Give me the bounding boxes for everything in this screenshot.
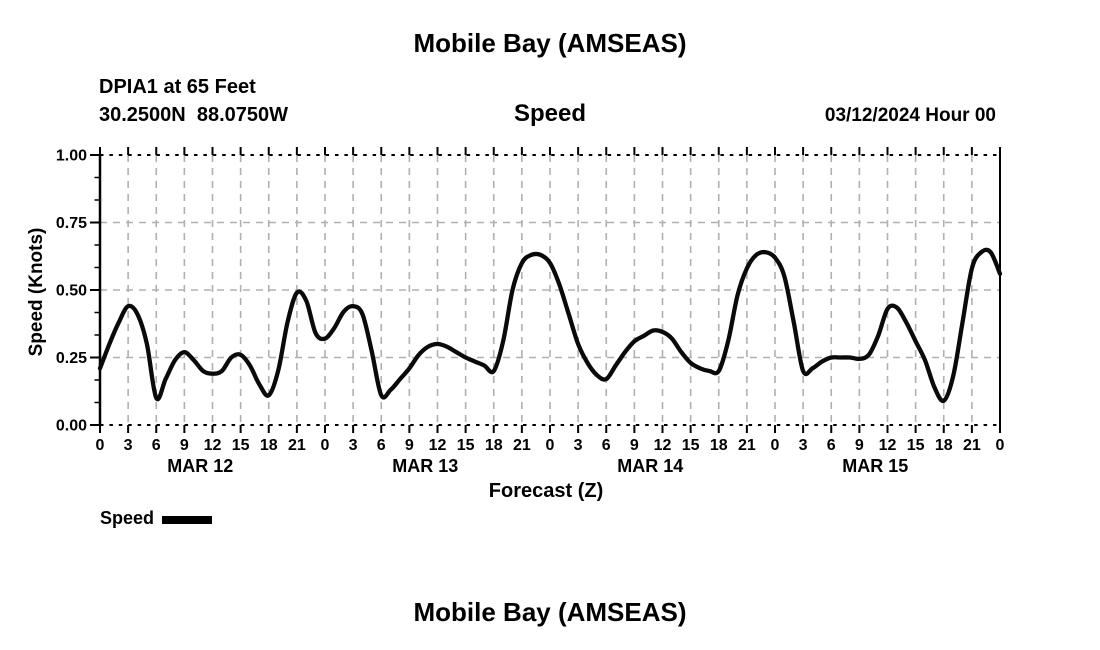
x-tick-label: 12	[879, 437, 897, 454]
x-tick-label: 9	[180, 437, 189, 454]
x-tick-label: 0	[771, 437, 780, 454]
next-chart-title: Mobile Bay (AMSEAS)	[413, 597, 687, 627]
legend: Speed	[100, 508, 213, 529]
x-tick-label: 3	[799, 437, 808, 454]
x-tick-label: 6	[152, 437, 161, 454]
y-tick-label: 0.75	[56, 215, 87, 232]
x-tick-label: 0	[996, 437, 1005, 454]
x-tick-label: 3	[349, 437, 358, 454]
x-tick-label: 0	[546, 437, 555, 454]
x-tick-label: 21	[738, 437, 756, 454]
station-coordinates: 30.2500N 88.0750W	[99, 104, 289, 126]
y-axis-title: Speed (Knots)	[26, 227, 47, 357]
day-label: MAR 15	[842, 456, 908, 476]
legend-line-swatch	[162, 515, 213, 524]
x-tick-label: 6	[602, 437, 611, 454]
panel-label: Speed	[513, 100, 587, 127]
x-tick-label: 12	[654, 437, 672, 454]
x-tick-label: 15	[682, 437, 700, 454]
x-tick-label: 21	[963, 437, 981, 454]
day-label: MAR 14	[617, 456, 683, 476]
y-tick-label: 0.00	[56, 418, 87, 435]
x-tick-label: 9	[405, 437, 414, 454]
x-tick-label: 3	[124, 437, 133, 454]
station-name: DPIA1 at 65 Feet	[99, 76, 256, 98]
x-tick-label: 18	[935, 437, 953, 454]
x-tick-label: 15	[232, 437, 250, 454]
legend-label: Speed	[100, 508, 155, 528]
x-tick-label: 21	[513, 437, 531, 454]
speed-series-line	[97, 247, 1003, 404]
x-tick-label: 3	[574, 437, 583, 454]
forecast-run-datetime: 03/12/2024 Hour 00	[824, 105, 996, 126]
day-label: MAR 12	[167, 456, 233, 476]
x-tick-label: 6	[377, 437, 386, 454]
y-tick-label: 1.00	[56, 148, 87, 165]
x-tick-label: 6	[827, 437, 836, 454]
day-label: MAR 13	[392, 456, 458, 476]
x-tick-label: 21	[288, 437, 306, 454]
x-tick-label: 18	[710, 437, 728, 454]
x-tick-label: 12	[204, 437, 222, 454]
x-axis-title: Forecast (Z)	[488, 480, 604, 502]
y-tick-label: 0.50	[56, 283, 87, 300]
x-tick-label: 12	[429, 437, 447, 454]
x-tick-label: 15	[457, 437, 475, 454]
x-tick-label: 18	[485, 437, 503, 454]
x-tick-label: 15	[907, 437, 925, 454]
x-tick-label: 9	[630, 437, 639, 454]
y-tick-label: 0.25	[56, 350, 87, 367]
chart-title: Mobile Bay (AMSEAS)	[413, 28, 687, 58]
x-tick-label: 18	[260, 437, 278, 454]
x-tick-label: 0	[321, 437, 330, 454]
x-tick-label: 0	[96, 437, 105, 454]
x-tick-label: 9	[855, 437, 864, 454]
